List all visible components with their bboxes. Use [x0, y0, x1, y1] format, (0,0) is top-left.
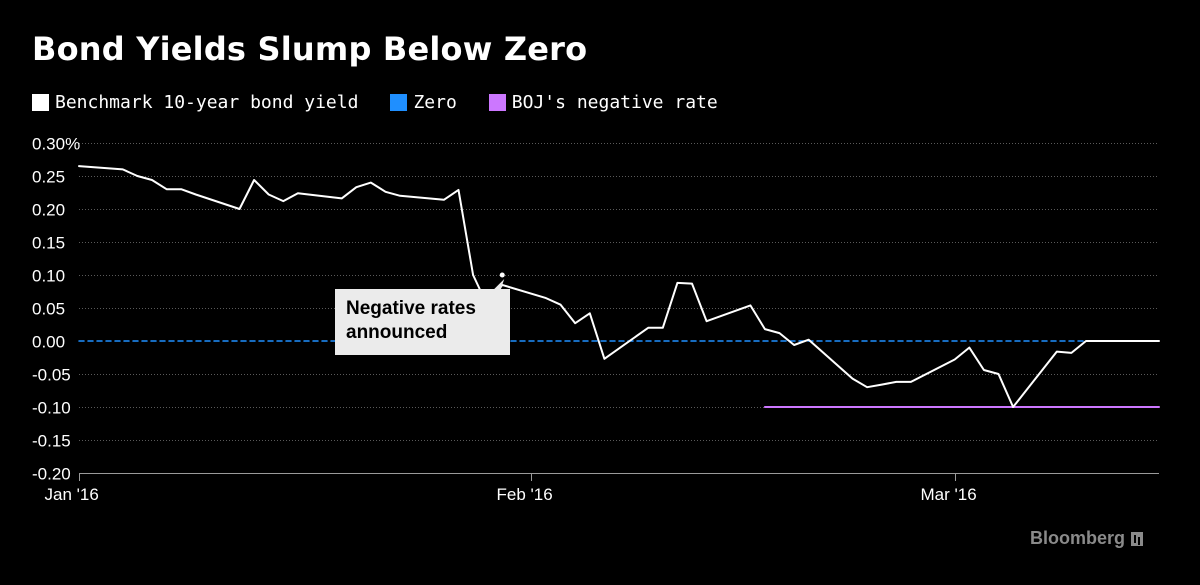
x-tick-label: Mar '16	[921, 485, 977, 504]
bloomberg-logo-icon	[1131, 531, 1144, 546]
y-tick-label: 0.10	[32, 267, 65, 286]
legend-swatch-zero	[390, 94, 408, 111]
source-logo: Bloomberg	[1030, 528, 1144, 549]
grid-lines	[79, 143, 1159, 441]
y-tick-label: 0.30%	[32, 135, 80, 154]
y-tick-label: -0.10	[32, 399, 71, 418]
legend-swatch-benchmark	[32, 94, 49, 111]
annotation-line-2: announced	[346, 322, 448, 343]
legend-item-benchmark: Benchmark 10-year bond yield	[32, 92, 358, 113]
legend-swatch-boj	[488, 94, 506, 111]
y-tick-label: 0.20	[32, 201, 65, 220]
annotation-pointer	[492, 279, 505, 291]
y-tick-label: 0.15	[32, 234, 65, 253]
legend-label-benchmark: Benchmark 10-year bond yield	[55, 92, 359, 113]
annotation-line-1: Negative rates	[346, 298, 476, 319]
legend-item-boj: BOJ's negative rate	[488, 92, 718, 113]
legend: Benchmark 10-year bond yield Zero BOJ's …	[32, 92, 750, 113]
x-axis: Jan '16 Feb '16 Mar '16	[45, 473, 1159, 504]
y-tick-label: -0.05	[32, 366, 71, 385]
legend-item-zero: Zero	[390, 92, 457, 113]
x-tick-label: Feb '16	[497, 485, 553, 504]
annotation-box: Negative rates announced	[335, 289, 510, 355]
legend-label-boj: BOJ's negative rate	[511, 92, 718, 113]
y-tick-label: -0.15	[32, 432, 71, 451]
legend-label-zero: Zero	[413, 92, 457, 113]
annotation-marker	[492, 272, 505, 291]
y-axis-ticks: 0.30% 0.25 0.20 0.15 0.10 0.05 0.00 -0.05 -0.10 -…	[32, 135, 80, 484]
y-tick-label: 0.05	[32, 300, 65, 319]
annotation-point	[499, 272, 505, 278]
y-tick-label: 0.00	[32, 333, 65, 352]
x-tick-label: Jan '16	[45, 485, 99, 504]
source-text: Bloomberg	[1030, 528, 1126, 548]
yield-line	[78, 165, 1160, 408]
chart-title: Bond Yields Slump Below Zero	[32, 30, 588, 68]
y-tick-label: -0.20	[32, 465, 71, 484]
y-tick-label: 0.25	[32, 168, 65, 187]
series-lines	[78, 165, 1160, 408]
